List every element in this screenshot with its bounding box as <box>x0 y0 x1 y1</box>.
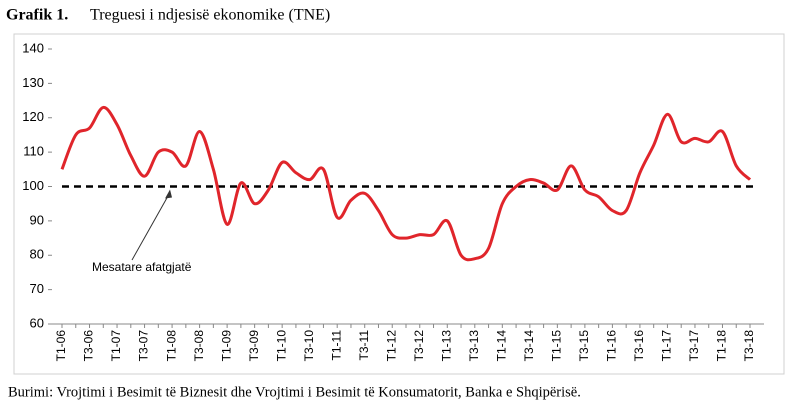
arrow-head <box>165 189 172 199</box>
x-tick-label: T1-15 <box>550 330 564 362</box>
x-tick-label: T3-08 <box>192 330 206 362</box>
annotation-arrow <box>131 192 171 261</box>
x-tick-label: T1-07 <box>109 330 123 362</box>
y-tick-label: 110 <box>23 144 44 159</box>
x-tick-label: T3-18 <box>742 330 756 362</box>
x-tick-label: T3-13 <box>467 330 481 362</box>
y-tick-label: 60 <box>30 315 44 330</box>
y-tick-label: 120 <box>22 109 44 124</box>
x-tick-label: T1-14 <box>494 330 508 362</box>
series-line <box>60 105 752 262</box>
x-tick-label: T1-10 <box>274 330 288 362</box>
x-tick-label: T3-07 <box>137 330 151 362</box>
y-tick-label: 70 <box>30 281 44 296</box>
reference-label: Mesatare afatgjatë <box>92 260 192 274</box>
x-tick-label: T3-09 <box>247 330 261 362</box>
y-tick-label: 90 <box>30 212 44 227</box>
x-tick-label: T3-11 <box>357 330 371 361</box>
x-tick-label: T3-17 <box>687 330 701 362</box>
y-tick-label: 140 <box>22 40 44 55</box>
x-tick-label: T3-06 <box>82 330 96 362</box>
source-note: Burimi: Vrojtimi i Besimit të Biznesit d… <box>8 384 581 400</box>
x-tick-label: T3-16 <box>632 330 646 362</box>
x-tick-label: T3-15 <box>577 330 591 362</box>
x-tick-label: T1-16 <box>605 330 619 362</box>
x-tick-label: T1-09 <box>219 330 233 362</box>
y-tick-label: 100 <box>22 178 44 193</box>
x-tick-label: T1-13 <box>439 330 453 362</box>
x-tick-label: T1-11 <box>329 330 343 361</box>
x-tick-label: T1-12 <box>384 330 398 362</box>
y-tick-label: 80 <box>30 247 44 262</box>
x-tick-label: T1-06 <box>54 330 68 362</box>
chart-title-label: Grafik 1. <box>6 7 68 24</box>
chart-frame <box>13 33 785 375</box>
x-tick-label: T1-08 <box>164 330 178 362</box>
x-tick-label: T1-17 <box>660 330 674 362</box>
x-tick-label: T1-18 <box>715 330 729 362</box>
x-tick-label: T3-12 <box>412 330 426 362</box>
x-tick-label: T3-10 <box>302 330 316 362</box>
chart-title: Treguesi i ndjesisë ekonomike (TNE) <box>90 7 330 24</box>
y-tick-label: 130 <box>22 75 44 90</box>
x-tick-label: T3-14 <box>522 330 536 362</box>
